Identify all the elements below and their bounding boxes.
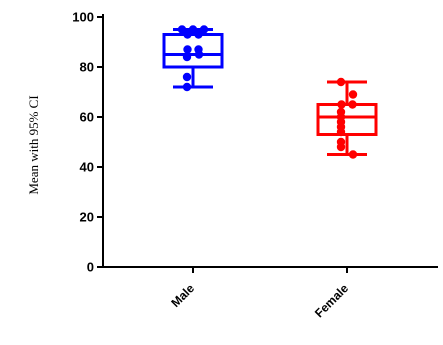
axes: [102, 14, 438, 268]
data-point: [182, 72, 192, 82]
data-point: [182, 52, 192, 62]
data-point: [188, 25, 198, 34]
box-group-male: [162, 25, 224, 92]
y-ticks: 0 20 40 60 80 100: [72, 10, 103, 275]
box: [316, 103, 378, 136]
y-tick-label: 80: [80, 60, 94, 75]
data-point: [182, 82, 192, 92]
y-axis-label: Mean with 95% CI: [26, 95, 41, 194]
y-tick-label: 20: [80, 210, 94, 225]
x-tick-label: Male: [168, 281, 197, 310]
data-point: [194, 50, 204, 59]
y-tick-label: 0: [87, 260, 94, 275]
data-point: [183, 45, 192, 54]
data-point: [194, 30, 203, 39]
data-point: [336, 127, 346, 137]
data-point: [336, 77, 346, 87]
y-tick-label: 40: [80, 160, 94, 175]
y-axis-label-group: Mean with 95% CI: [26, 95, 41, 194]
boxes: [162, 25, 378, 159]
x-ticks: Male Female: [168, 267, 351, 320]
box-group-female: [316, 77, 378, 159]
data-point: [199, 25, 209, 34]
y-tick-label: 60: [80, 110, 94, 125]
data-point: [177, 25, 187, 34]
data-point: [337, 100, 346, 109]
data-point: [348, 90, 358, 99]
data-point: [183, 30, 192, 39]
box: [162, 33, 224, 69]
x-tick-label: Female: [312, 281, 351, 320]
data-point: [348, 100, 357, 109]
data-point: [348, 150, 358, 159]
y-tick-label: 100: [72, 10, 94, 25]
data-point: [336, 142, 346, 152]
